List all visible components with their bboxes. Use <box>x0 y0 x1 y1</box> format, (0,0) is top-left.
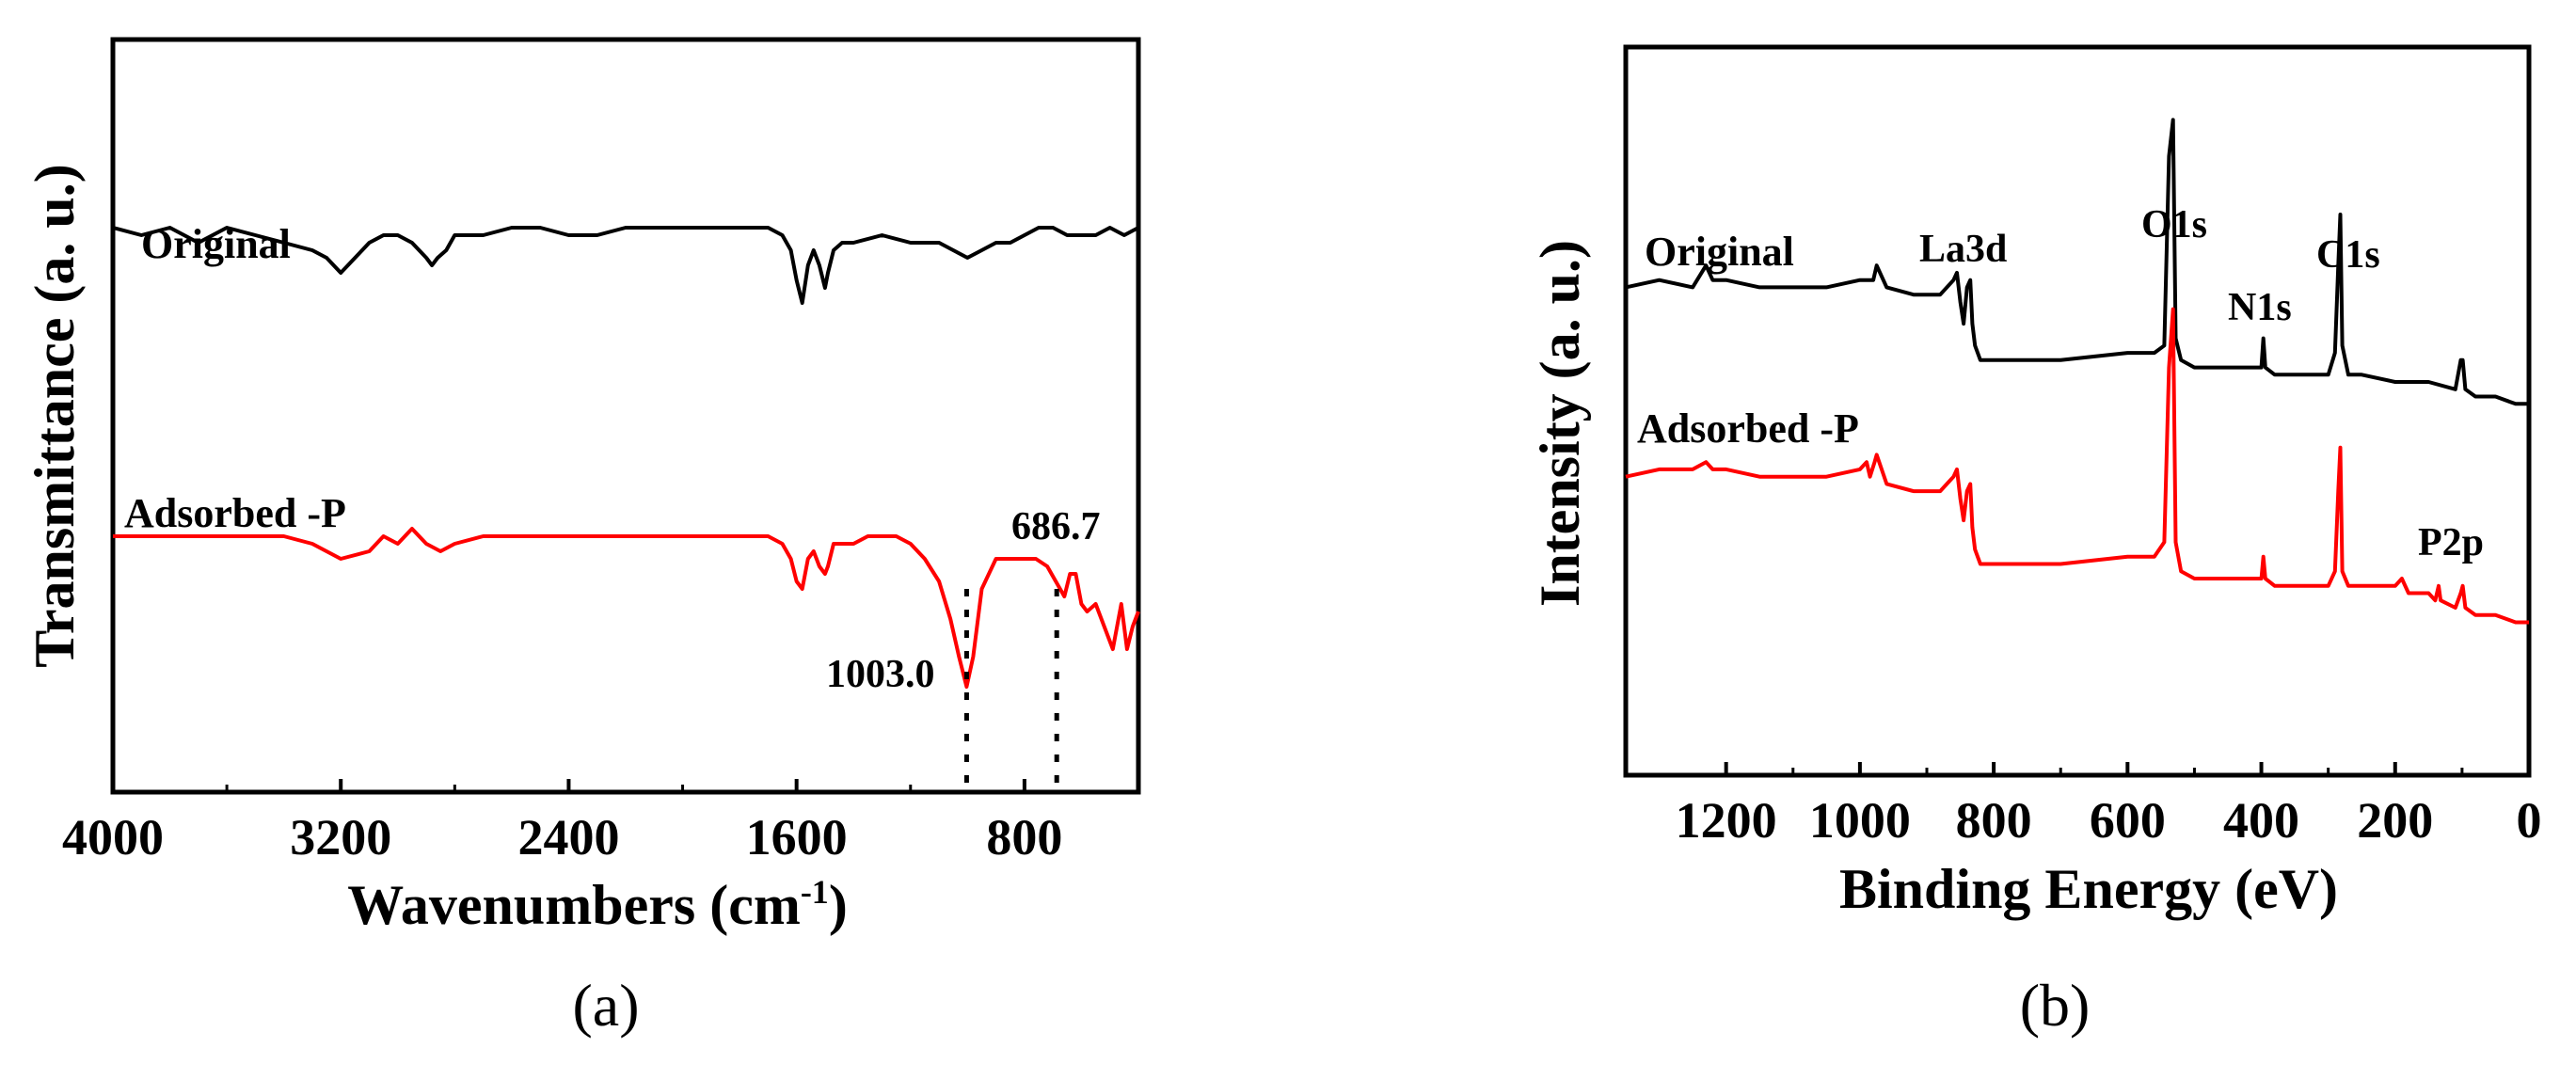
annotation-686: 686.7 <box>1011 505 1101 548</box>
x-tick-label-a-0: 4000 <box>62 809 164 866</box>
annotation-1003: 1003.0 <box>826 653 935 696</box>
annotation-la3d: La3d <box>1919 228 2007 271</box>
series-label-adsorbed-a: Adsorbed -P <box>124 490 346 536</box>
x-tick-label-a-2: 2400 <box>517 809 619 866</box>
plot-frame-a <box>110 37 1141 795</box>
x-tick-label-a-3: 1600 <box>746 809 848 866</box>
x-tick-label-b-0: 1200 <box>1676 792 1777 849</box>
x-tick-label-b-6: 0 <box>2517 792 2542 849</box>
series-label-original-b: Original <box>1645 229 1794 275</box>
series-line-b-0 <box>1625 118 2529 406</box>
series-group-a <box>112 226 1140 689</box>
x-axis-b: 1200 1000 800 600 400 200 0 <box>1676 762 2542 849</box>
marker-lines-a <box>963 589 1059 786</box>
panel-label-b: (b) <box>2020 972 2091 1039</box>
series-line-b-1 <box>1625 307 2529 625</box>
x-tick-label-b-2: 800 <box>1956 792 2032 849</box>
plot-frame-b <box>1623 44 2532 778</box>
ftir-chart: 4000 3200 2400 1600 800 Original Adsorbed -P… <box>24 37 1141 1039</box>
x-tick-label-b-5: 200 <box>2357 792 2433 849</box>
x-tick-label-a-4: 800 <box>986 809 1062 866</box>
series-group-b <box>1625 118 2529 625</box>
x-axis-a: 4000 3200 2400 1600 800 <box>62 779 1062 866</box>
y-axis-title-b: Intensity (a. u.) <box>1529 240 1591 607</box>
annotation-n1s: N1s <box>2228 286 2292 329</box>
x-tick-label-b-4: 400 <box>2223 792 2299 849</box>
xps-chart: 1200 1000 800 600 400 200 0 Original Adsorbed … <box>1529 44 2542 1039</box>
y-axis-title-a: Transmittance (a. u.) <box>24 164 86 668</box>
series-label-adsorbed-b: Adsorbed -P <box>1637 405 1859 452</box>
x-axis-title-a: Wavenumbers (cm-1) <box>347 873 848 936</box>
series-label-original-a: Original <box>141 221 291 267</box>
annotation-c1s: C1s <box>2316 233 2380 277</box>
x-tick-label-b-3: 600 <box>2090 792 2166 849</box>
x-tick-label-a-1: 3200 <box>290 809 391 866</box>
annotation-o1s: O1s <box>2141 203 2207 246</box>
panel-label-a: (a) <box>572 972 639 1039</box>
x-tick-label-b-1: 1000 <box>1809 792 1911 849</box>
x-axis-title-b: Binding Energy (eV) <box>1839 858 2338 920</box>
series-line-a-0 <box>112 226 1139 305</box>
series-line-a-1 <box>113 527 1140 689</box>
annotation-p2p: P2p <box>2418 521 2484 564</box>
